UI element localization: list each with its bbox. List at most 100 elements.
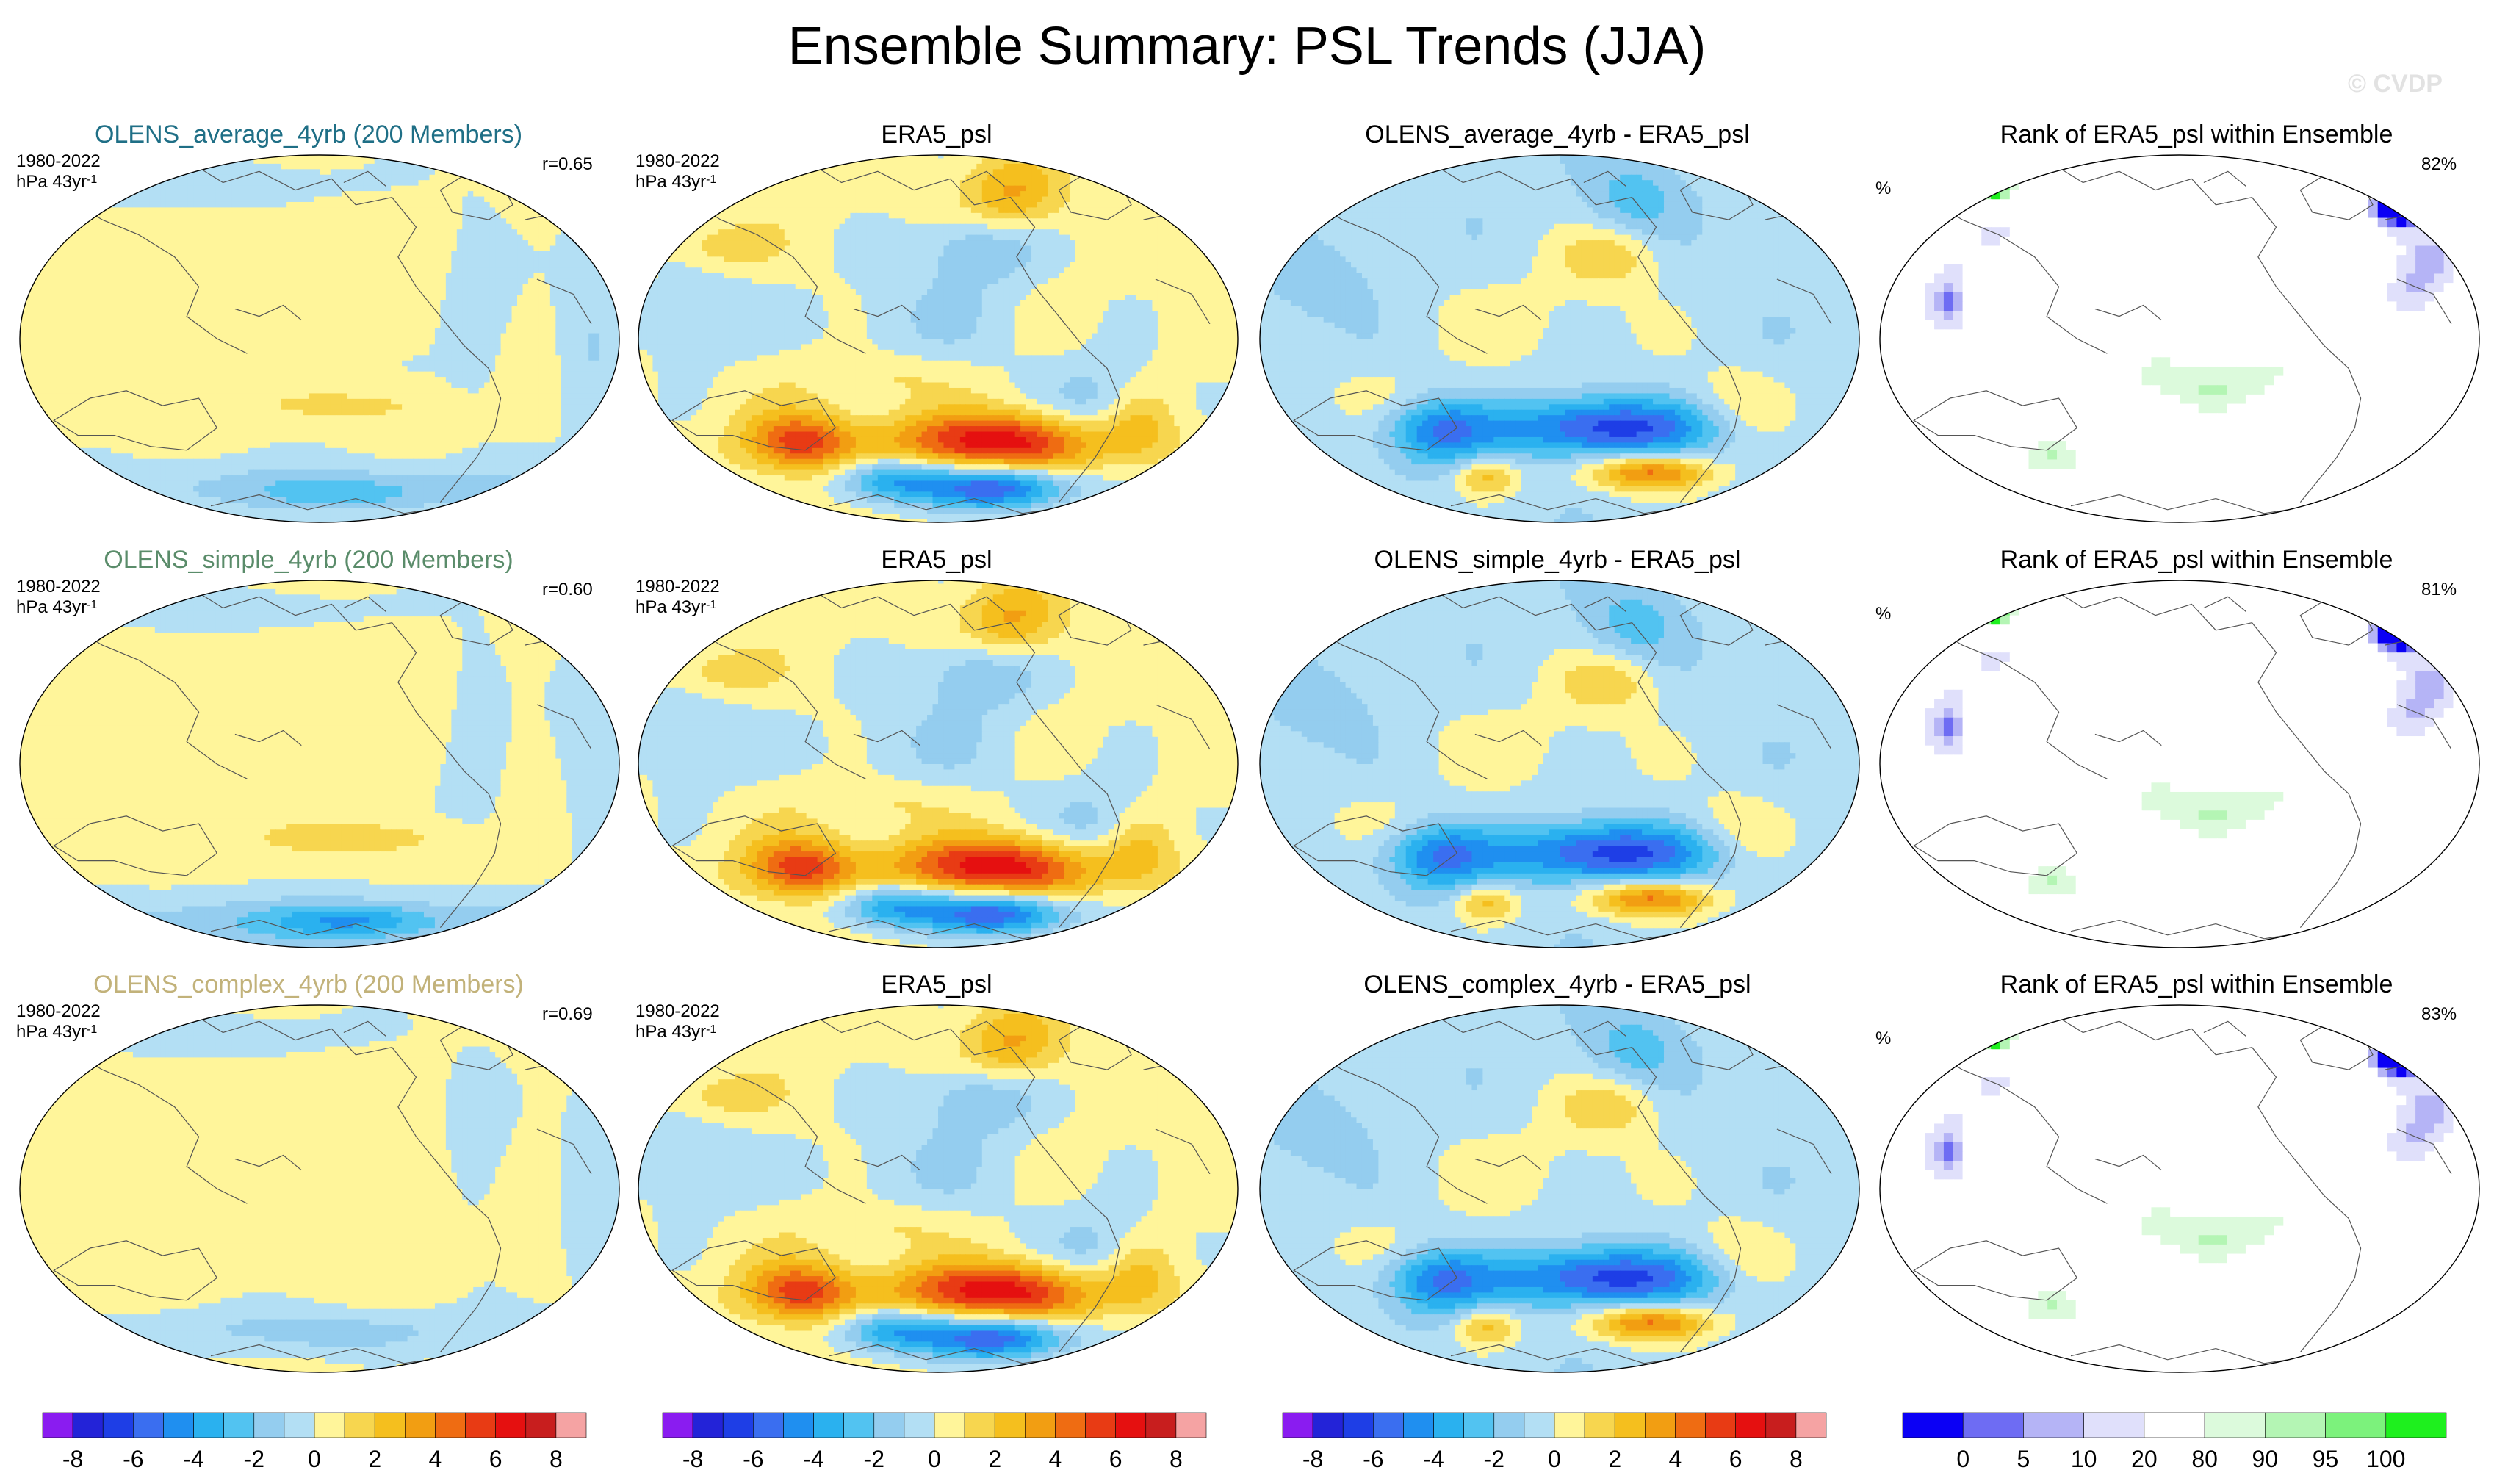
row3-ensemble-title: OLENS_complex_4yrb (200 Members) <box>0 970 617 999</box>
colorbar-swatch <box>1903 1413 1963 1438</box>
colorbar-swatch <box>2084 1413 2144 1438</box>
colorbar-swatch <box>1645 1413 1675 1438</box>
row1-diff-title: OLENS_average_4yrb - ERA5_psl <box>1249 120 1866 149</box>
colorbar-swatch <box>1025 1413 1055 1438</box>
colorbar-tick-label: 6 <box>489 1446 502 1472</box>
map-rank-average <box>1878 153 2482 525</box>
colorbar-swatch <box>375 1413 405 1438</box>
colorbar-tick-label: -4 <box>183 1446 203 1472</box>
colorbar-swatch <box>1464 1413 1494 1438</box>
map-rank-simple <box>1878 578 2482 950</box>
colorbar-tick-label: -4 <box>803 1446 823 1472</box>
row1-obs-title: ERA5_psl <box>628 120 1245 149</box>
colorbar-swatch <box>934 1413 965 1438</box>
colorbar-tick-label: -8 <box>1302 1446 1323 1472</box>
colorbar-swatch <box>435 1413 465 1438</box>
colorbar-swatch <box>163 1413 193 1438</box>
colorbar-tick-label: 8 <box>1790 1446 1803 1472</box>
colorbar-swatch <box>103 1413 133 1438</box>
colorbar-tick-label: 4 <box>1049 1446 1062 1472</box>
row2-rank-title: Rank of ERA5_psl within Ensemble <box>1888 546 2494 574</box>
colorbar-tick-label: 4 <box>429 1446 442 1472</box>
colorbar-swatch <box>496 1413 526 1438</box>
colorbar-swatch <box>556 1413 586 1438</box>
colorbar-obs-trend: -8 -6 -4 -2 0 2 4 6 8 <box>663 1407 1221 1473</box>
colorbar-swatch <box>1706 1413 1736 1438</box>
colorbar-swatch <box>693 1413 723 1438</box>
colorbar-swatch <box>1283 1413 1313 1438</box>
colorbar-swatch <box>1086 1413 1116 1438</box>
figure-title: Ensemble Summary: PSL Trends (JJA) <box>0 16 2494 76</box>
colorbar-rank-percentile: 0 5 10 20 80 90 95 100 <box>1903 1407 2461 1473</box>
colorbar-swatch <box>965 1413 995 1438</box>
colorbar-tick-label: 10 <box>2071 1446 2097 1472</box>
row1-ensemble-title: OLENS_average_4yrb (200 Members) <box>0 120 617 149</box>
colorbar-swatch <box>284 1413 314 1438</box>
colorbar-swatch <box>814 1413 844 1438</box>
colorbar-tick-label: 8 <box>1169 1446 1183 1472</box>
colorbar-tick-label: 80 <box>2191 1446 2218 1472</box>
colorbar-tick-label: -2 <box>1484 1446 1504 1472</box>
colorbar-swatch <box>2023 1413 2083 1438</box>
map-ensemble-complex <box>18 1003 621 1375</box>
map-difference-complex <box>1258 1003 1862 1375</box>
row1-rank-title: Rank of ERA5_psl within Ensemble <box>1888 120 2494 149</box>
colorbar-tick-label: 4 <box>1669 1446 1682 1472</box>
colorbar-swatch <box>753 1413 783 1438</box>
colorbar-swatch <box>1796 1413 1826 1438</box>
colorbar-tick-label: -2 <box>244 1446 264 1472</box>
colorbar-swatch <box>2386 1413 2446 1438</box>
colorbar-swatch <box>1116 1413 1146 1438</box>
colorbar-swatch <box>466 1413 496 1438</box>
colorbar-swatch <box>1524 1413 1554 1438</box>
colorbar-tick-label: 2 <box>1608 1446 1621 1472</box>
colorbar-swatch <box>314 1413 345 1438</box>
cvdp-watermark: © CVDP <box>2348 70 2443 98</box>
map-rank-complex <box>1878 1003 2482 1375</box>
colorbar-swatch <box>1403 1413 1433 1438</box>
colorbar-swatch <box>73 1413 103 1438</box>
colorbar-tick-label: 20 <box>2131 1446 2158 1472</box>
colorbar-swatch <box>663 1413 693 1438</box>
colorbar-swatch <box>224 1413 254 1438</box>
colorbar-swatch <box>1343 1413 1373 1438</box>
colorbar-ensemble-trend: -8 -6 -4 -2 0 2 4 6 8 <box>43 1407 601 1473</box>
colorbar-tick-label: -4 <box>1423 1446 1444 1472</box>
colorbar-swatch <box>133 1413 163 1438</box>
colorbar-tick-label: 8 <box>549 1446 563 1472</box>
colorbar-swatch <box>1736 1413 1766 1438</box>
colorbar-swatch <box>345 1413 375 1438</box>
colorbar-swatch <box>526 1413 556 1438</box>
colorbar-swatch <box>1313 1413 1343 1438</box>
map-era5-obs-row3 <box>636 1003 1240 1375</box>
colorbar-tick-label: 100 <box>2366 1446 2405 1472</box>
colorbar-swatch <box>2265 1413 2325 1438</box>
colorbar-swatch <box>2205 1413 2265 1438</box>
colorbar-swatch <box>2326 1413 2386 1438</box>
colorbar-swatch <box>1434 1413 1464 1438</box>
colorbar-swatch <box>1585 1413 1615 1438</box>
colorbar-tick-label: 6 <box>1109 1446 1122 1472</box>
row2-diff-title: OLENS_simple_4yrb - ERA5_psl <box>1249 546 1866 574</box>
row3-rank-title: Rank of ERA5_psl within Ensemble <box>1888 970 2494 999</box>
map-ensemble-simple <box>18 578 621 950</box>
colorbar-swatch <box>1494 1413 1524 1438</box>
colorbar-swatch <box>1176 1413 1206 1438</box>
map-ensemble-average <box>18 153 621 525</box>
colorbar-tick-label: -8 <box>62 1446 83 1472</box>
map-era5-obs-row2 <box>636 578 1240 950</box>
colorbar-swatch <box>2144 1413 2205 1438</box>
map-difference-simple <box>1258 578 1862 950</box>
colorbar-tick-label: -6 <box>743 1446 763 1472</box>
colorbar-swatch <box>723 1413 753 1438</box>
colorbar-swatch <box>904 1413 934 1438</box>
colorbar-swatch <box>995 1413 1025 1438</box>
colorbar-tick-label: 0 <box>1956 1446 1969 1472</box>
colorbar-tick-label: -6 <box>1363 1446 1383 1472</box>
colorbar-tick-label: 0 <box>308 1446 321 1472</box>
colorbar-tick-label: 0 <box>928 1446 941 1472</box>
colorbar-tick-label: 2 <box>368 1446 381 1472</box>
colorbar-swatch <box>1373 1413 1403 1438</box>
colorbar-swatch <box>874 1413 904 1438</box>
colorbar-swatch <box>43 1413 73 1438</box>
